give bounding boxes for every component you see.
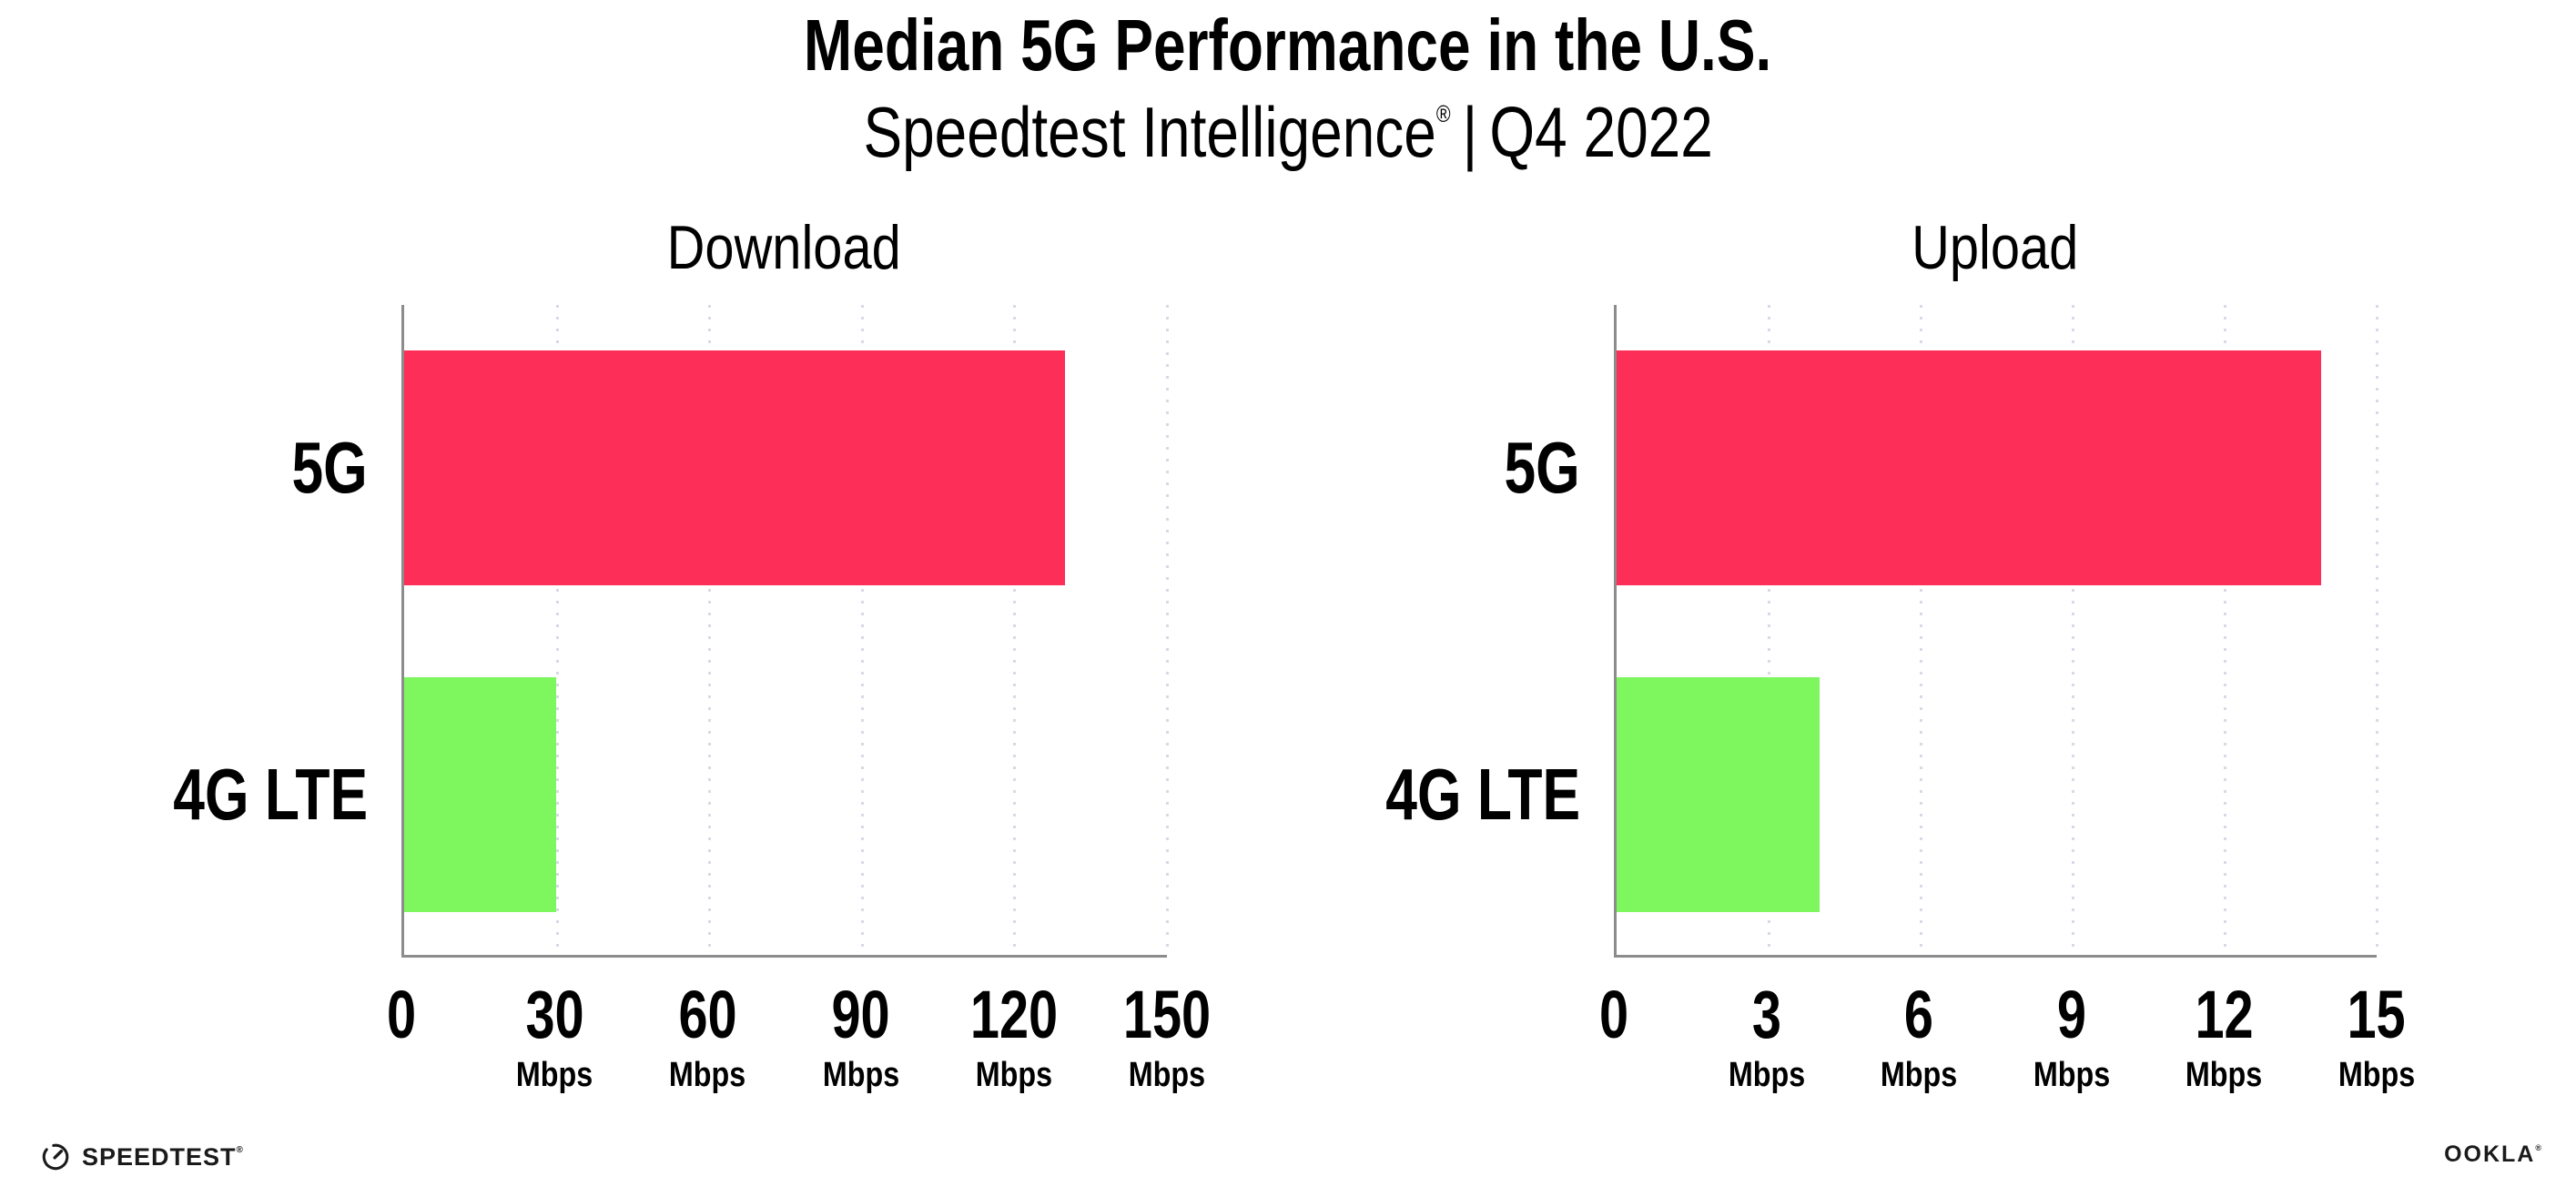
speedtest-trademark-icon: ® (236, 1144, 243, 1155)
ookla-wordmark: OOKLA® (2444, 1143, 2541, 1166)
upload-plot-area (1614, 305, 2378, 958)
x-tick-upload-12: 12 Mbps (2179, 977, 2269, 1094)
download-chart-title: Download (401, 217, 1167, 279)
download-plot-area (401, 305, 1169, 958)
category-label-text: 5G (291, 427, 368, 509)
gridline-download-120 (1013, 305, 1017, 955)
gridline-upload-9 (2072, 305, 2074, 955)
speedtest-logo: SPEEDTEST® (40, 1141, 243, 1172)
x-tick-unit: Mbps (975, 1056, 1052, 1094)
subtitle-separator: | (1462, 92, 1478, 172)
speedtest-wordmark-text: SPEEDTEST (82, 1142, 237, 1171)
page-subtitle-text: Speedtest Intelligence® | Q4 2022 (863, 96, 1712, 167)
download-chart-title-text: Download (666, 213, 902, 282)
x-tick-unit: Mbps (1881, 1056, 1958, 1094)
x-tick-unit: Mbps (2186, 1056, 2263, 1094)
category-label-download-4g-lte: 4G LTE (76, 740, 368, 849)
bar-download-5g (404, 350, 1065, 586)
gridline-upload-3 (1768, 305, 1770, 955)
category-label-text: 4G LTE (173, 753, 368, 835)
x-tick-download-60: 60 Mbps (663, 977, 753, 1094)
category-label-download-5g: 5G (76, 413, 368, 522)
x-tick-upload-9: 9 Mbps (2026, 977, 2116, 1094)
x-tick-upload-6: 6 Mbps (1874, 977, 1964, 1094)
x-tick-value: 150 (1122, 977, 1212, 1052)
x-tick-value: 12 (2195, 977, 2254, 1052)
gridline-upload-15 (2376, 305, 2378, 955)
x-tick-value: 60 (678, 977, 737, 1052)
category-label-upload-5g: 5G (1289, 413, 1580, 522)
x-tick-download-150: 150 Mbps (1111, 977, 1222, 1094)
registered-trademark-icon: ® (1435, 100, 1451, 127)
category-label-upload-4g-lte: 4G LTE (1289, 740, 1580, 849)
ookla-trademark-icon: ® (2535, 1143, 2541, 1152)
x-tick-value: 6 (1904, 977, 1934, 1052)
upload-chart-title-text: Upload (1912, 213, 2079, 282)
x-tick-unit: Mbps (669, 1056, 746, 1094)
x-tick-download-30: 30 Mbps (510, 977, 600, 1094)
x-tick-value: 15 (2347, 977, 2407, 1052)
category-label-text: 5G (1504, 427, 1580, 509)
x-tick-value: 120 (969, 977, 1058, 1052)
x-tick-upload-15: 15 Mbps (2331, 977, 2421, 1094)
speedtest-gauge-icon (42, 1143, 69, 1171)
x-tick-value: 30 (525, 977, 584, 1052)
upload-chart-title: Upload (1614, 217, 2377, 279)
x-tick-upload-0: 0 (1595, 981, 1632, 1049)
bar-upload-5g (1617, 350, 2321, 586)
x-tick-unit: Mbps (822, 1056, 899, 1094)
x-tick-unit: Mbps (1728, 1056, 1805, 1094)
gridline-download-30 (555, 305, 559, 955)
x-tick-download-120: 120 Mbps (958, 977, 1070, 1094)
gridline-download-90 (860, 305, 864, 955)
gridline-upload-6 (1920, 305, 1922, 955)
gridline-download-60 (708, 305, 712, 955)
gridline-upload-12 (2224, 305, 2226, 955)
subtitle-brand: Speedtest Intelligence (863, 92, 1436, 172)
x-tick-value: 3 (1751, 977, 1781, 1052)
x-tick-value: 9 (2056, 977, 2086, 1052)
x-tick-unit: Mbps (516, 1056, 593, 1094)
category-label-text: 4G LTE (1385, 753, 1580, 835)
x-tick-download-0: 0 (382, 981, 420, 1049)
bar-download-4g-lte (404, 676, 557, 912)
x-tick-unit: Mbps (2033, 1056, 2110, 1094)
x-tick-unit: Mbps (2338, 1056, 2416, 1094)
x-tick-value: 90 (831, 977, 890, 1052)
x-tick-value: 0 (386, 977, 417, 1052)
page-subtitle: Speedtest Intelligence® | Q4 2022 (0, 96, 2576, 167)
subtitle-period: Q4 2022 (1489, 92, 1713, 172)
page-title-text: Median 5G Performance in the U.S. (804, 5, 1772, 86)
speedtest-wordmark: SPEEDTEST® (82, 1142, 243, 1171)
x-tick-value: 0 (1598, 977, 1629, 1052)
x-tick-upload-3: 3 Mbps (1721, 977, 1811, 1094)
ookla-logo: OOKLA® (2444, 1143, 2541, 1166)
x-tick-download-90: 90 Mbps (816, 977, 906, 1094)
gridline-download-150 (1166, 305, 1169, 955)
bar-upload-4g-lte (1617, 676, 1820, 912)
page-title: Median 5G Performance in the U.S. (0, 9, 2576, 82)
ookla-wordmark-text: OOKLA (2444, 1141, 2536, 1167)
x-tick-unit: Mbps (1128, 1056, 1206, 1094)
